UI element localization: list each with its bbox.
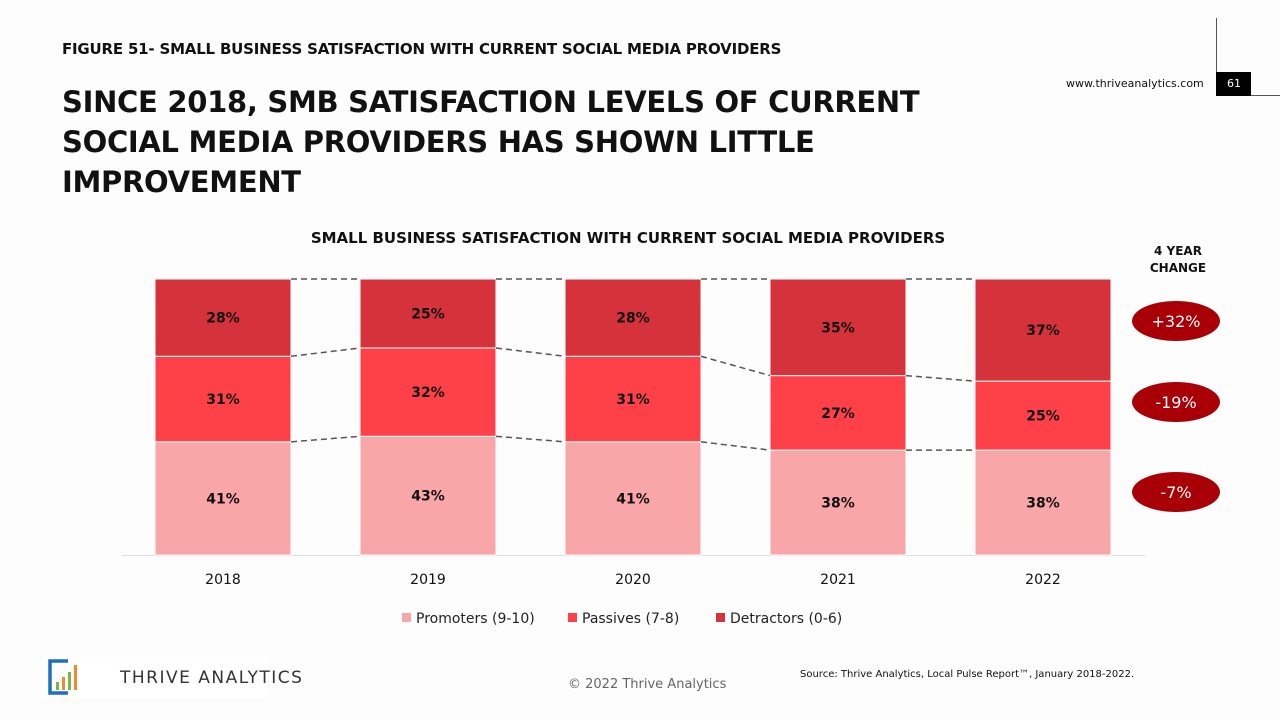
- data-label: 32%: [411, 385, 445, 401]
- x-tick-label: 2020: [615, 572, 651, 588]
- x-tick-label: 2021: [820, 572, 856, 588]
- connector-line: [290, 435, 361, 443]
- data-label: 41%: [206, 491, 240, 507]
- bar-detractors: [154, 278, 292, 357]
- data-label: 38%: [821, 496, 855, 512]
- x-tick-label: 2018: [205, 572, 241, 588]
- connector-line: [495, 347, 566, 358]
- data-label: 25%: [411, 307, 445, 323]
- data-label: 25%: [1026, 409, 1060, 425]
- legend-swatch: [568, 613, 577, 622]
- data-label: 28%: [616, 311, 650, 327]
- bar-passives: [154, 355, 292, 443]
- source-note: Source: Thrive Analytics, Local Pulse Re…: [800, 669, 1135, 680]
- bar-passives: [359, 347, 497, 437]
- data-label: 38%: [1026, 496, 1060, 512]
- x-tick-label: 2022: [1025, 572, 1061, 588]
- bar-promoters: [359, 435, 497, 556]
- change-badge: [1132, 472, 1220, 512]
- page-title: SINCE 2018, SMB SATISFACTION LEVELS OF C…: [62, 85, 920, 199]
- legend-swatch: [402, 613, 411, 622]
- x-tick-label: 2019: [410, 572, 446, 588]
- bar-detractors: [769, 278, 907, 377]
- legend-label: Detractors (0-6): [730, 611, 842, 627]
- connector-line: [495, 435, 566, 443]
- bar-promoters: [769, 449, 907, 556]
- page-number: 61: [1216, 72, 1251, 96]
- bar-promoters: [154, 441, 292, 556]
- data-label: 27%: [821, 406, 855, 422]
- chart-title: SMALL BUSINESS SATISFACTION WITH CURRENT…: [311, 229, 945, 247]
- bar-passives: [564, 355, 702, 443]
- copyright: © 2022 Thrive Analytics: [568, 677, 727, 692]
- data-label: 43%: [411, 489, 445, 505]
- change-badge: [1132, 382, 1220, 422]
- bar-promoters: [564, 441, 702, 556]
- divider: [1216, 18, 1217, 96]
- change-value: -19%: [1155, 393, 1196, 412]
- legend-label: Promoters (9-10): [416, 611, 535, 627]
- logo: [42, 657, 268, 697]
- legend-label: Passives (7-8): [582, 611, 679, 627]
- bar-detractors: [564, 278, 702, 357]
- data-label: 31%: [206, 392, 240, 408]
- figure-label: FIGURE 51- SMALL BUSINESS SATISFACTION W…: [62, 40, 782, 58]
- bar-detractors: [359, 278, 497, 349]
- connector-line: [700, 441, 771, 451]
- change-header: CHANGE: [1150, 261, 1206, 275]
- change-badge: [1132, 301, 1220, 341]
- bar-passives: [769, 375, 907, 451]
- data-label: 41%: [616, 491, 650, 507]
- legend-swatch: [716, 613, 725, 622]
- logo-text: Thrive AnalyticsTHRIVE ANALYTICS: [120, 668, 304, 688]
- connector-line: [290, 347, 361, 358]
- logo-chart-icon: [48, 659, 77, 695]
- bar-passives: [974, 380, 1112, 451]
- data-label: 31%: [616, 392, 650, 408]
- data-label: 37%: [1026, 323, 1060, 339]
- connector-line: [905, 374, 976, 382]
- change-value: +32%: [1152, 312, 1201, 331]
- website-link[interactable]: www.thriveanalytics.com: [1066, 77, 1204, 90]
- data-label: 35%: [821, 320, 855, 336]
- change-value: -7%: [1160, 483, 1191, 502]
- bar-detractors: [974, 278, 1112, 382]
- connector-line: [700, 355, 771, 377]
- data-label: 28%: [206, 311, 240, 327]
- change-header: 4 YEAR: [1154, 244, 1202, 258]
